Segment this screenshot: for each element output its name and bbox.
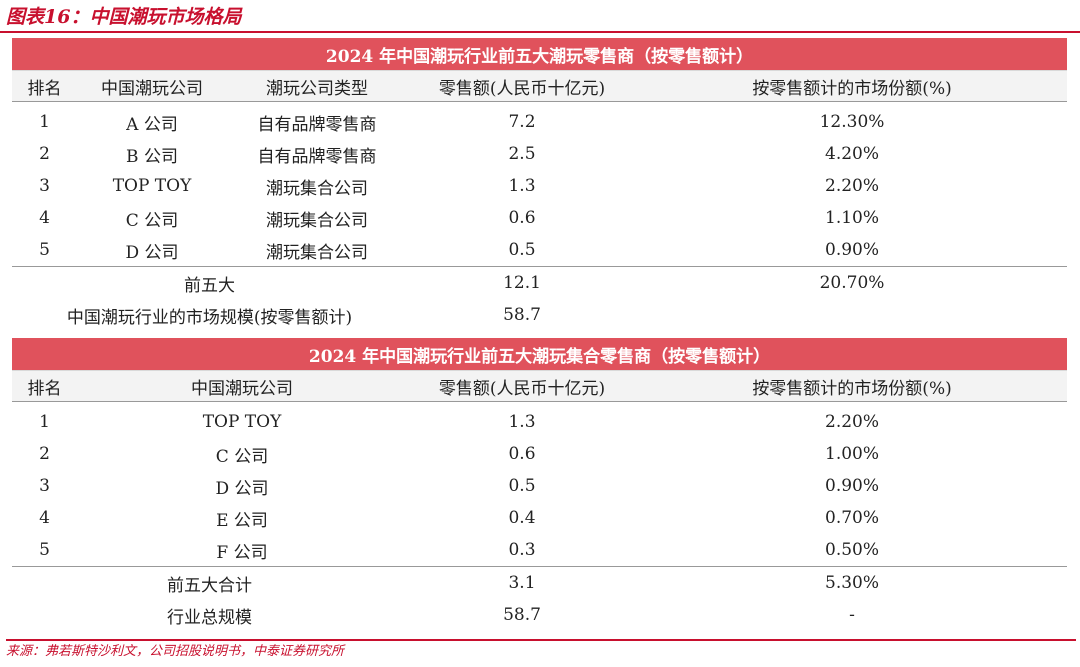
sales-cell: 2.5 <box>508 144 536 164</box>
share-cell: 1.00% <box>825 444 880 464</box>
table1-header-rank: 排名 <box>12 70 77 102</box>
table-row: 4 E 公司 0.4 0.70% <box>12 502 1067 534</box>
table1-header-share: 按零售额计的市场份额(%) <box>637 70 1068 102</box>
industry-total-label: 行业总规模 <box>167 607 252 628</box>
type-cell: 自有品牌零售商 <box>257 146 377 167</box>
share-cell: 2.20% <box>825 176 880 196</box>
share-cell: 1.10% <box>825 208 880 228</box>
top5-total-row: 前五大合计 3.1 5.30% <box>12 566 1068 599</box>
sales-cell: 1.3 <box>508 176 536 196</box>
sales-cell: 0.6 <box>508 444 536 464</box>
market-size-label: 中国潮玩行业的市场规模(按零售额计) <box>66 307 353 328</box>
source-note: 来源：弗若斯特沙利文，公司招股说明书，中泰证券研究所 <box>6 639 1076 663</box>
industry-total-share: - <box>849 605 855 625</box>
rank-cell: 3 <box>39 476 50 496</box>
table-row: 1 A 公司 自有品牌零售商 7.2 12.30% <box>12 102 1067 139</box>
rank-cell: 3 <box>39 176 50 196</box>
table-row: 3 TOP TOY 潮玩集合公司 1.3 2.20% <box>12 170 1067 202</box>
rank-cell: 2 <box>39 444 50 464</box>
table2-banner-row: 2024 年中国潮玩行业前五大潮玩集合零售商（按零售额计） <box>12 338 1068 371</box>
share-cell: 0.90% <box>825 476 880 496</box>
company-cell: D 公司 <box>125 242 179 263</box>
table-row: 5 F 公司 0.3 0.50% <box>12 534 1067 567</box>
sales-cell: 0.4 <box>508 508 536 528</box>
table1-header-company: 中国潮玩公司 <box>77 70 227 102</box>
sales-cell: 1.3 <box>508 412 536 432</box>
rank-cell: 1 <box>39 112 50 132</box>
rank-cell: 2 <box>39 144 50 164</box>
company-cell: F 公司 <box>216 542 268 563</box>
rank-cell: 4 <box>39 508 50 528</box>
top5-share: 20.70% <box>637 266 1068 299</box>
top5-label: 前五大 <box>12 266 407 299</box>
rank-cell: 5 <box>39 240 50 260</box>
table2-header-row: 排名 中国潮玩公司 零售额(人民币十亿元) 按零售额计的市场份额(%) <box>12 370 1068 402</box>
company-cell: TOP TOY <box>202 412 282 432</box>
top5-row: 前五大 12.1 20.70% <box>12 266 1068 299</box>
rank-cell: 1 <box>39 412 50 432</box>
sales-cell: 0.3 <box>508 540 536 560</box>
sales-cell: 0.6 <box>508 208 536 228</box>
top5-sales: 12.1 <box>407 266 637 299</box>
top5-total-share: 5.30% <box>637 566 1068 599</box>
company-cell: C 公司 <box>215 446 269 467</box>
top5-total-label: 前五大合计 <box>12 566 407 599</box>
company-cell: D 公司 <box>215 478 269 499</box>
table2-header-sales: 零售额(人民币十亿元) <box>407 370 637 402</box>
industry-total-sales: 58.7 <box>503 605 541 625</box>
type-cell: 潮玩集合公司 <box>266 242 368 263</box>
table-row: 3 D 公司 0.5 0.90% <box>12 470 1067 502</box>
type-cell: 自有品牌零售商 <box>257 114 377 135</box>
figure-title: 图表16：中国潮玩市场格局 <box>6 6 242 28</box>
company-cell: E 公司 <box>216 510 268 531</box>
table1-header-row: 排名 中国潮玩公司 潮玩公司类型 零售额(人民币十亿元) 按零售额计的市场份额(… <box>12 70 1068 102</box>
table1-header-type: 潮玩公司类型 <box>227 70 407 102</box>
sales-cell: 7.2 <box>508 112 536 132</box>
table-row: 2 B 公司 自有品牌零售商 2.5 4.20% <box>12 138 1067 170</box>
type-cell: 潮玩集合公司 <box>266 210 368 231</box>
market-size-share <box>637 299 1067 331</box>
company-cell: B 公司 <box>126 146 178 167</box>
table1-banner: 2024 年中国潮玩行业前五大潮玩零售商（按零售额计） <box>12 38 1068 71</box>
table-row: 4 C 公司 潮玩集合公司 0.6 1.10% <box>12 202 1067 234</box>
table2-header-share: 按零售额计的市场份额(%) <box>637 370 1068 402</box>
retailer-table: 2024 年中国潮玩行业前五大潮玩零售商（按零售额计） 排名 中国潮玩公司 潮玩… <box>12 38 1068 331</box>
share-cell: 12.30% <box>819 112 885 132</box>
company-cell: A 公司 <box>126 114 178 135</box>
table1-banner-row: 2024 年中国潮玩行业前五大潮玩零售商（按零售额计） <box>12 38 1068 71</box>
company-cell: C 公司 <box>125 210 179 231</box>
type-cell: 潮玩集合公司 <box>266 178 368 199</box>
table-row: 1 TOP TOY 1.3 2.20% <box>12 402 1067 439</box>
rank-cell: 5 <box>39 540 50 560</box>
share-cell: 0.50% <box>825 540 880 560</box>
table2-header-company: 中国潮玩公司 <box>77 370 407 402</box>
collection-retailer-table: 2024 年中国潮玩行业前五大潮玩集合零售商（按零售额计） 排名 中国潮玩公司 … <box>12 338 1068 631</box>
table2-header-rank: 排名 <box>12 370 77 402</box>
table1-header-sales: 零售额(人民币十亿元) <box>407 70 637 102</box>
table2-banner: 2024 年中国潮玩行业前五大潮玩集合零售商（按零售额计） <box>12 338 1068 371</box>
share-cell: 0.70% <box>825 508 880 528</box>
rank-cell: 4 <box>39 208 50 228</box>
title-divider <box>0 31 1080 33</box>
company-cell: TOP TOY <box>112 176 192 196</box>
sales-cell: 0.5 <box>508 240 536 260</box>
table-row: 5 D 公司 潮玩集合公司 0.5 0.90% <box>12 234 1067 267</box>
industry-total-row: 行业总规模 58.7 - <box>12 599 1067 631</box>
market-size-sales: 58.7 <box>503 305 541 325</box>
share-cell: 0.90% <box>825 240 880 260</box>
market-size-row: 中国潮玩行业的市场规模(按零售额计) 58.7 <box>12 299 1067 331</box>
table-row: 2 C 公司 0.6 1.00% <box>12 438 1067 470</box>
share-cell: 2.20% <box>825 412 880 432</box>
top5-total-sales: 3.1 <box>407 566 637 599</box>
share-cell: 4.20% <box>825 144 880 164</box>
sales-cell: 0.5 <box>508 476 536 496</box>
